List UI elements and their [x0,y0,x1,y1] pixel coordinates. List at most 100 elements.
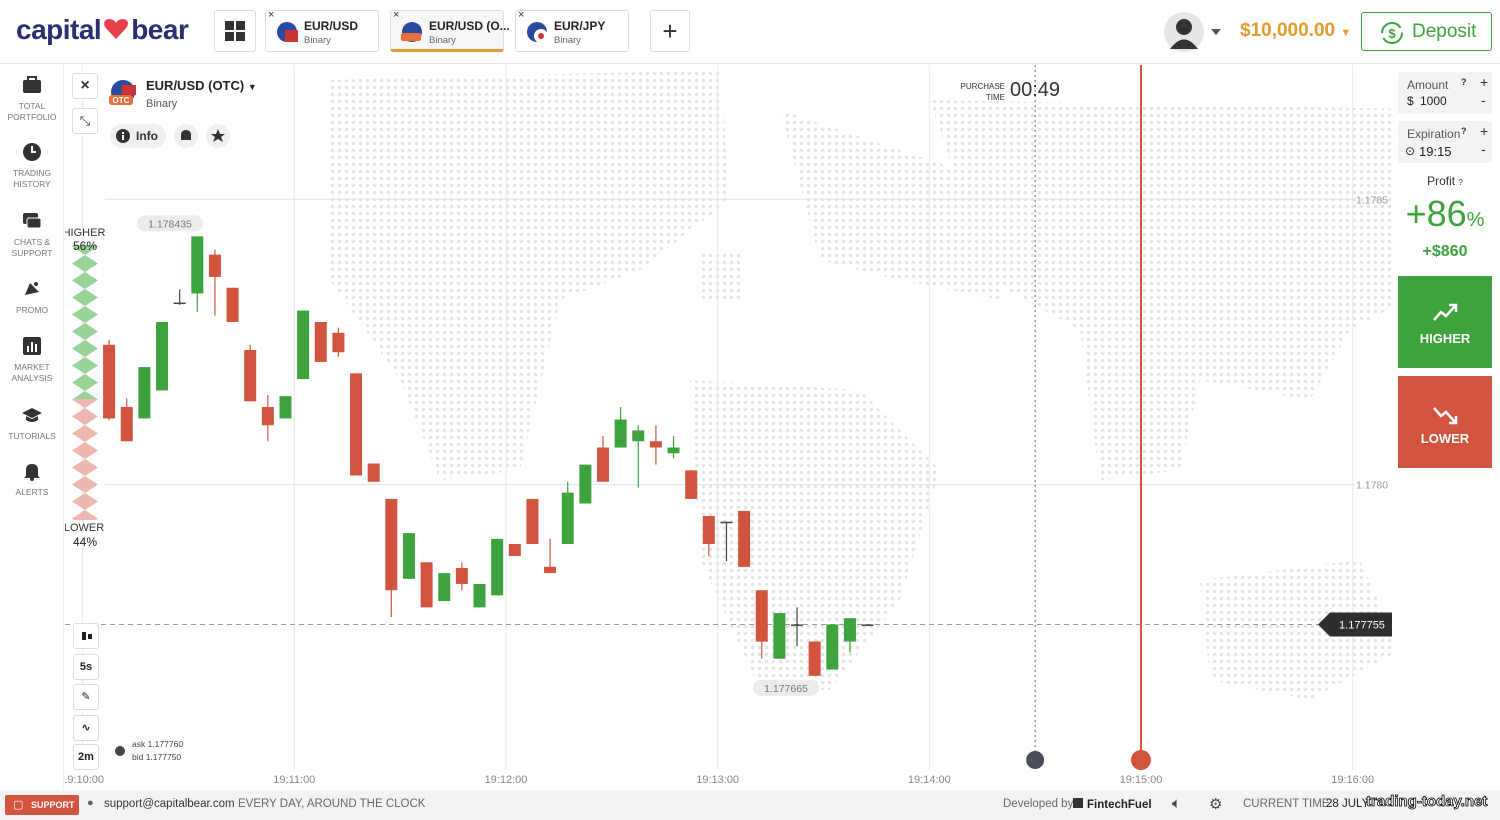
draw-button[interactable]: ✎ [73,684,99,710]
sound-button[interactable]: 🔈︎ [1172,795,1182,812]
candle-body [402,533,415,579]
higher-label: HIGHER [1419,331,1471,346]
info-label: Info [136,129,158,143]
logo-text: capital [16,14,102,45]
interval-button[interactable]: 5s [73,654,99,680]
support-label: SUPPORT [31,800,75,810]
settings-button[interactable]: ⚙︎ [1209,796,1223,813]
tab-close[interactable]: × [393,9,400,21]
sidebar: TOTAL PORTFOLIO TRADING HISTORY CHATS & … [0,65,64,790]
account-menu[interactable] [1163,12,1225,54]
increase-expiration[interactable]: + [1480,123,1489,139]
flag-icon [277,22,298,42]
price-label-bg [753,679,819,696]
info-button[interactable]: Info [110,124,166,148]
candle-body [526,498,539,544]
watermark: trading-today.net [1366,793,1488,811]
nav-label: ALERTS [15,487,49,497]
nav-item[interactable]: ALERTS [2,461,62,498]
candle-body [279,396,292,419]
higher-button[interactable]: HIGHER [1398,276,1492,368]
candle-body [314,321,327,362]
lower-button[interactable]: LOWER [1398,376,1492,468]
bid-price: bid 1.177750 [132,752,182,762]
profit-percent-value: +86 [1405,193,1467,234]
add-tab[interactable]: + [650,10,690,52]
higher-icon [1433,303,1458,321]
sentiment-value: 56% [73,239,97,253]
tab-title: EUR/JPY [554,19,606,33]
y-tick-label: 1.1780 [1356,480,1388,492]
candle-body [455,567,468,584]
nav-label: TOTAL PORTFOLIO [7,101,57,122]
nav-label: CHATS & SUPPORT [11,237,53,258]
decrease-amount[interactable]: - [1481,92,1486,108]
profit-amount: +$860 [1422,243,1468,260]
nav-icon [23,76,41,93]
chart: 19:10:00 19:11:00 19:12:00 19:13:00 19:14:00… [65,65,1395,786]
candle-body [843,618,856,642]
caret: ▼ [247,82,257,92]
plot: 19:10:00 19:11:00 19:12:00 19:13:00 19:14:00… [65,65,1395,786]
support-email[interactable]: support@capitalbear.com [104,798,235,810]
increase-amount[interactable]: + [1480,74,1489,90]
balance[interactable]: $10,000.00 ▼ [1240,20,1351,42]
chat-icon: ▢ [13,799,24,811]
candle-body [208,254,221,277]
collapse-chart[interactable]: ⤡ [72,108,98,134]
grid-icon [225,21,245,41]
candle-body [667,447,680,454]
current-price: 1.177755 [1339,619,1385,631]
candle-body [261,407,274,426]
candle-body [420,562,433,608]
candle-body [561,492,574,544]
grid-button[interactable] [214,10,256,52]
candle-body [720,521,733,524]
expiration-box[interactable]: Expiration ? + ⊙ 19:15 - [1398,121,1492,163]
purchase-countdown: 00:49 [1010,79,1061,101]
tab-close[interactable]: × [518,9,525,21]
candle-body [138,367,151,419]
logo-heart [104,19,129,39]
support-button[interactable]: ▢ SUPPORT [5,795,79,815]
decrease-expiration[interactable]: - [1481,141,1486,157]
tab-subtitle: Binary [429,35,456,46]
range-button[interactable]: 2m [73,744,99,770]
candle-body [173,302,186,305]
nav-label: PROMO [15,305,49,315]
nav-item[interactable]: TRADING HISTORY [2,142,62,190]
asset-selector[interactable]: EUR/USD (OTC) ▼ [146,78,257,93]
nav-item[interactable]: TOTAL PORTFOLIO [2,75,62,123]
tab-subtitle: Binary [554,35,581,46]
help-icon: ● [87,797,94,809]
sentiment-bar [68,245,102,399]
deposit-button[interactable]: $ Deposit [1361,12,1492,51]
nav-item[interactable]: CHATS & SUPPORT [2,211,62,259]
candle-body [297,310,310,380]
chart-type-button[interactable] [73,623,99,649]
x-tick-label: 19:12:00 [485,774,528,786]
tab-close[interactable]: × [268,9,275,21]
nav-item[interactable]: TUTORIALS [2,405,62,442]
profit-percent: +86% [1398,193,1492,235]
expiration-marker [1130,750,1151,770]
tab[interactable]: × EUR/USD Binary [265,9,379,52]
asset-icon: OTC [109,80,136,105]
developer: FintechFuel [1073,798,1152,811]
footer: ▢ SUPPORT ● support@capitalbear.com EVERY… [0,790,1500,820]
amount-box[interactable]: Amount ? + $ 1000 - [1398,72,1492,114]
tab-active[interactable]: × EUR/USD (O... Binary [390,9,510,52]
tab[interactable]: × EUR/JPY Binary [515,9,629,52]
logo[interactable]: capital bear [16,14,189,46]
candle-body [385,498,398,591]
nav-item[interactable]: PROMO [2,279,62,316]
candle-body [226,287,239,322]
candle-body [120,407,133,442]
percent-sign: % [1466,209,1485,231]
close-chart[interactable]: × [72,73,98,99]
nav-item[interactable]: MARKET ANALYSIS [2,336,62,384]
indicator-button[interactable]: ∿ [73,715,99,741]
price-label: 1.177665 [764,683,808,695]
candle-body [473,583,486,608]
